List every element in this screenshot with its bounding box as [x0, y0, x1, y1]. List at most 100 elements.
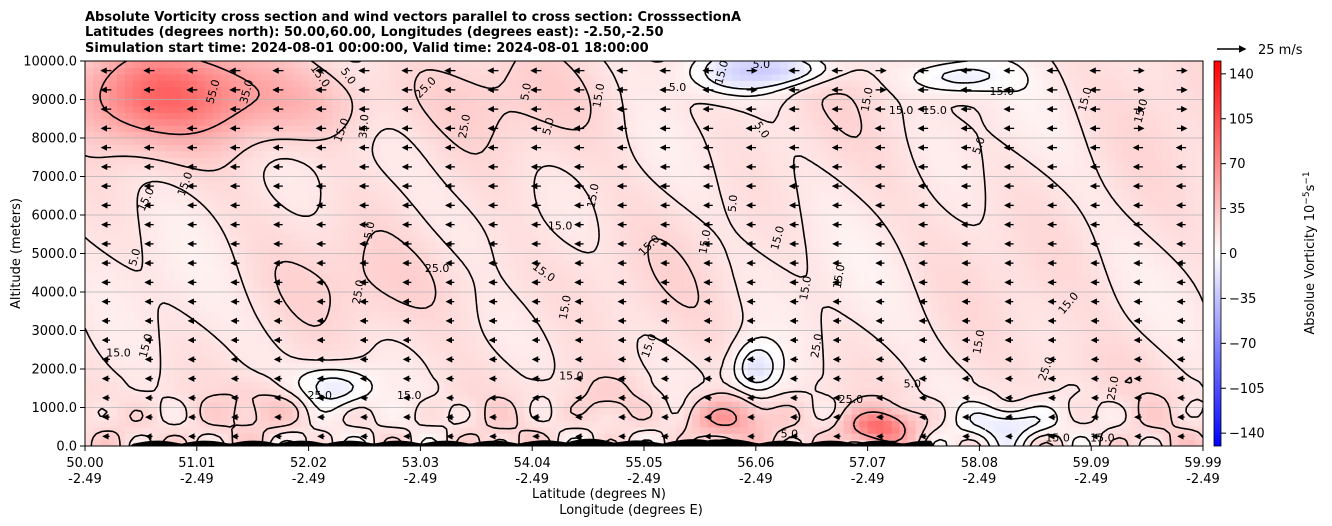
- vorticity-cell: [116, 330, 126, 338]
- vorticity-cell: [532, 215, 541, 223]
- vorticity-cell: [476, 240, 485, 248]
- vorticity-cell: [492, 272, 501, 280]
- vorticity-cell: [164, 112, 174, 120]
- vorticity-cell: [124, 202, 134, 210]
- vorticity-cell: [516, 272, 525, 280]
- vorticity-cell: [707, 413, 717, 421]
- vorticity-cell: [715, 105, 725, 113]
- vorticity-cell: [140, 343, 150, 351]
- vorticity-cell: [236, 420, 246, 428]
- vorticity-cell: [300, 144, 310, 152]
- vorticity-cell: [412, 279, 421, 287]
- vorticity-cell: [612, 202, 621, 210]
- vorticity-cell: [723, 401, 733, 409]
- vorticity-cell: [428, 131, 437, 139]
- vorticity-cell: [659, 118, 669, 126]
- vorticity-cell: [85, 112, 94, 120]
- vorticity-cell: [140, 292, 150, 300]
- vorticity-cell: [492, 138, 501, 146]
- vorticity-cell: [588, 292, 597, 300]
- vorticity-cell: [388, 202, 398, 210]
- vorticity-cell: [100, 150, 110, 158]
- vorticity-cell: [148, 118, 158, 126]
- vorticity-cell: [683, 112, 693, 120]
- vorticity-cell: [691, 311, 701, 319]
- vorticity-cell: [492, 407, 501, 415]
- vorticity-cell: [180, 125, 190, 133]
- vorticity-cell: [188, 170, 198, 178]
- vorticity-cell: [148, 311, 158, 319]
- vorticity-cell: [675, 279, 685, 287]
- vorticity-cell: [604, 125, 613, 133]
- vorticity-cell: [683, 131, 693, 139]
- vorticity-cell: [85, 420, 94, 428]
- vorticity-cell: [540, 112, 549, 120]
- vorticity-cell: [388, 292, 398, 300]
- vorticity-cell: [723, 272, 733, 280]
- vorticity-cell: [444, 112, 453, 120]
- vorticity-cell: [140, 112, 150, 120]
- vorticity-cell: [308, 202, 318, 210]
- vorticity-cell: [164, 189, 174, 197]
- vorticity-cell: [452, 369, 461, 377]
- vorticity-cell: [396, 176, 406, 184]
- vorticity-cell: [244, 433, 254, 441]
- vorticity-cell: [85, 343, 94, 351]
- vorticity-cell: [284, 426, 294, 434]
- vorticity-cell: [196, 125, 206, 133]
- vorticity-cell: [452, 195, 461, 203]
- vorticity-cell: [292, 253, 302, 261]
- vorticity-cell: [476, 144, 485, 152]
- vorticity-cell: [412, 163, 421, 171]
- vorticity-cell: [747, 388, 757, 396]
- vorticity-cell: [196, 73, 206, 81]
- vorticity-cell: [284, 253, 294, 261]
- vorticity-cell: [204, 266, 214, 274]
- vorticity-cell: [691, 330, 701, 338]
- vorticity-cell: [723, 105, 733, 113]
- vorticity-cell: [580, 433, 589, 441]
- vorticity-cell: [380, 292, 390, 300]
- vorticity-cell: [460, 138, 469, 146]
- vorticity-cell: [124, 362, 134, 370]
- vorticity-cell: [308, 298, 318, 306]
- vorticity-cell: [356, 407, 366, 415]
- vorticity-cell: [236, 369, 246, 377]
- vorticity-cell: [667, 413, 677, 421]
- vorticity-cell: [651, 125, 661, 133]
- vorticity-cell: [644, 259, 653, 267]
- vorticity-cell: [236, 131, 246, 139]
- vorticity-cell: [667, 362, 677, 370]
- vorticity-cell: [220, 195, 230, 203]
- vorticity-cell: [667, 279, 677, 287]
- vorticity-cell: [364, 413, 374, 421]
- vorticity-cell: [564, 285, 573, 293]
- vorticity-cell: [228, 215, 238, 223]
- vorticity-cell: [596, 298, 605, 306]
- vorticity-cell: [707, 93, 717, 101]
- vorticity-cell: [268, 401, 278, 409]
- vorticity-cell: [420, 317, 429, 325]
- vorticity-cell: [372, 80, 382, 88]
- vorticity-cell: [332, 324, 342, 332]
- vorticity-cell: [540, 343, 549, 351]
- vorticity-cell: [156, 292, 166, 300]
- vorticity-cell: [707, 362, 717, 370]
- vorticity-cell: [683, 176, 693, 184]
- vorticity-cell: [148, 349, 158, 357]
- vorticity-cell: [196, 369, 206, 377]
- vorticity-cell: [620, 99, 629, 107]
- vorticity-cell: [164, 279, 174, 287]
- vorticity-cell: [332, 189, 342, 197]
- vorticity-cell: [180, 150, 190, 158]
- vorticity-cell: [556, 182, 565, 190]
- vorticity-cell: [588, 266, 597, 274]
- vorticity-cell: [260, 330, 270, 338]
- vorticity-cell: [460, 420, 469, 428]
- vorticity-cell: [412, 99, 421, 107]
- vorticity-cell: [404, 176, 414, 184]
- vorticity-cell: [180, 279, 190, 287]
- vorticity-cell: [364, 343, 374, 351]
- vorticity-cell: [636, 202, 645, 210]
- vorticity-cell: [340, 304, 350, 312]
